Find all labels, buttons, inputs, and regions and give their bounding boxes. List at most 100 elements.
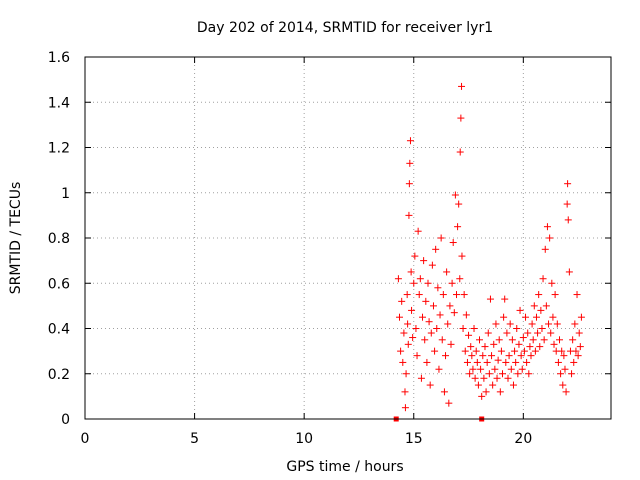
grid-lines [85,57,611,419]
data-point [413,352,421,360]
data-point [423,358,431,366]
data-point [495,336,503,344]
data-point [500,313,508,321]
data-point [529,336,537,344]
data-point [469,365,477,373]
data-point [562,388,570,396]
data-point [411,252,419,260]
data-point [490,340,498,348]
data-point [502,358,510,366]
data-point [406,159,414,167]
data-point [551,291,559,299]
data-point [446,302,454,310]
data-point [561,365,569,373]
data-point [405,180,413,188]
data-point [512,358,520,366]
data-point [542,302,550,310]
data-point [401,388,409,396]
data-point [565,268,573,276]
data-point [568,370,576,378]
data-point [524,329,532,337]
data-point [517,352,525,360]
data-point [472,347,480,355]
data-point [520,347,528,355]
data-point [445,399,453,407]
y-tick-label: 1.6 [48,50,70,66]
y-tick-label: 0.2 [48,367,70,383]
data-point [519,334,527,342]
data-point [503,329,511,337]
data-point [481,343,489,351]
data-point [523,358,531,366]
data-point [431,347,439,355]
x-tick-label: 10 [295,431,313,447]
data-point [457,114,465,122]
data-point [508,336,516,344]
data-point [408,306,416,314]
data-point [555,336,563,344]
data-point [499,370,507,378]
data-point [504,374,512,382]
y-tick-labels: 0 0.2 0.4 0.6 0.8 1 1.2 1.4 1.6 [48,50,70,428]
data-point [394,275,402,283]
data-point [572,347,580,355]
data-point [440,388,448,396]
data-point [444,320,452,328]
data-point [448,279,456,287]
data-point [505,352,513,360]
data-point [526,343,534,351]
data-point [563,200,571,208]
data-point [571,320,579,328]
data-point [557,370,565,378]
data-point [494,356,502,364]
data-point [471,374,479,382]
y-tick-label: 0.6 [48,276,70,292]
x-tick-labels: 0 5 10 15 20 [81,431,533,447]
data-point [406,137,414,145]
data-point [489,381,497,389]
data-point [513,325,521,332]
data-point [569,336,577,344]
data-points [393,82,585,422]
data-point [439,291,447,299]
data-point [527,352,535,360]
data-point [541,245,549,253]
data-point [539,275,547,283]
data-point [515,340,523,348]
data-point [461,347,469,355]
data-point [545,320,553,328]
data-point [479,352,487,360]
data-point [485,370,493,378]
data-point [415,291,423,299]
data-point [514,370,522,378]
data-point [559,381,567,389]
data-point [516,306,524,314]
data-point [438,336,446,344]
data-point [468,352,476,360]
data-point [548,279,556,287]
data-point [535,291,543,299]
data-point [466,370,474,378]
data-point [407,268,415,276]
data-point [401,404,409,412]
data-point [532,313,540,321]
y-tick-label: 0 [61,412,70,428]
x-axis-label: GPS time / hours [286,459,403,475]
data-point [460,291,468,299]
x-tick-label: 20 [514,431,532,447]
data-point [420,257,428,265]
data-point [425,318,433,326]
data-point [484,329,492,337]
data-point [511,347,519,355]
data-point [547,329,555,337]
data-point [459,325,467,332]
data-point [497,347,505,355]
data-point [550,340,558,348]
data-point [522,313,530,321]
data-point [454,223,462,231]
data-point [417,374,425,382]
data-point [428,261,436,269]
data-point [409,334,417,342]
data-point [543,223,551,231]
data-point [404,320,412,328]
